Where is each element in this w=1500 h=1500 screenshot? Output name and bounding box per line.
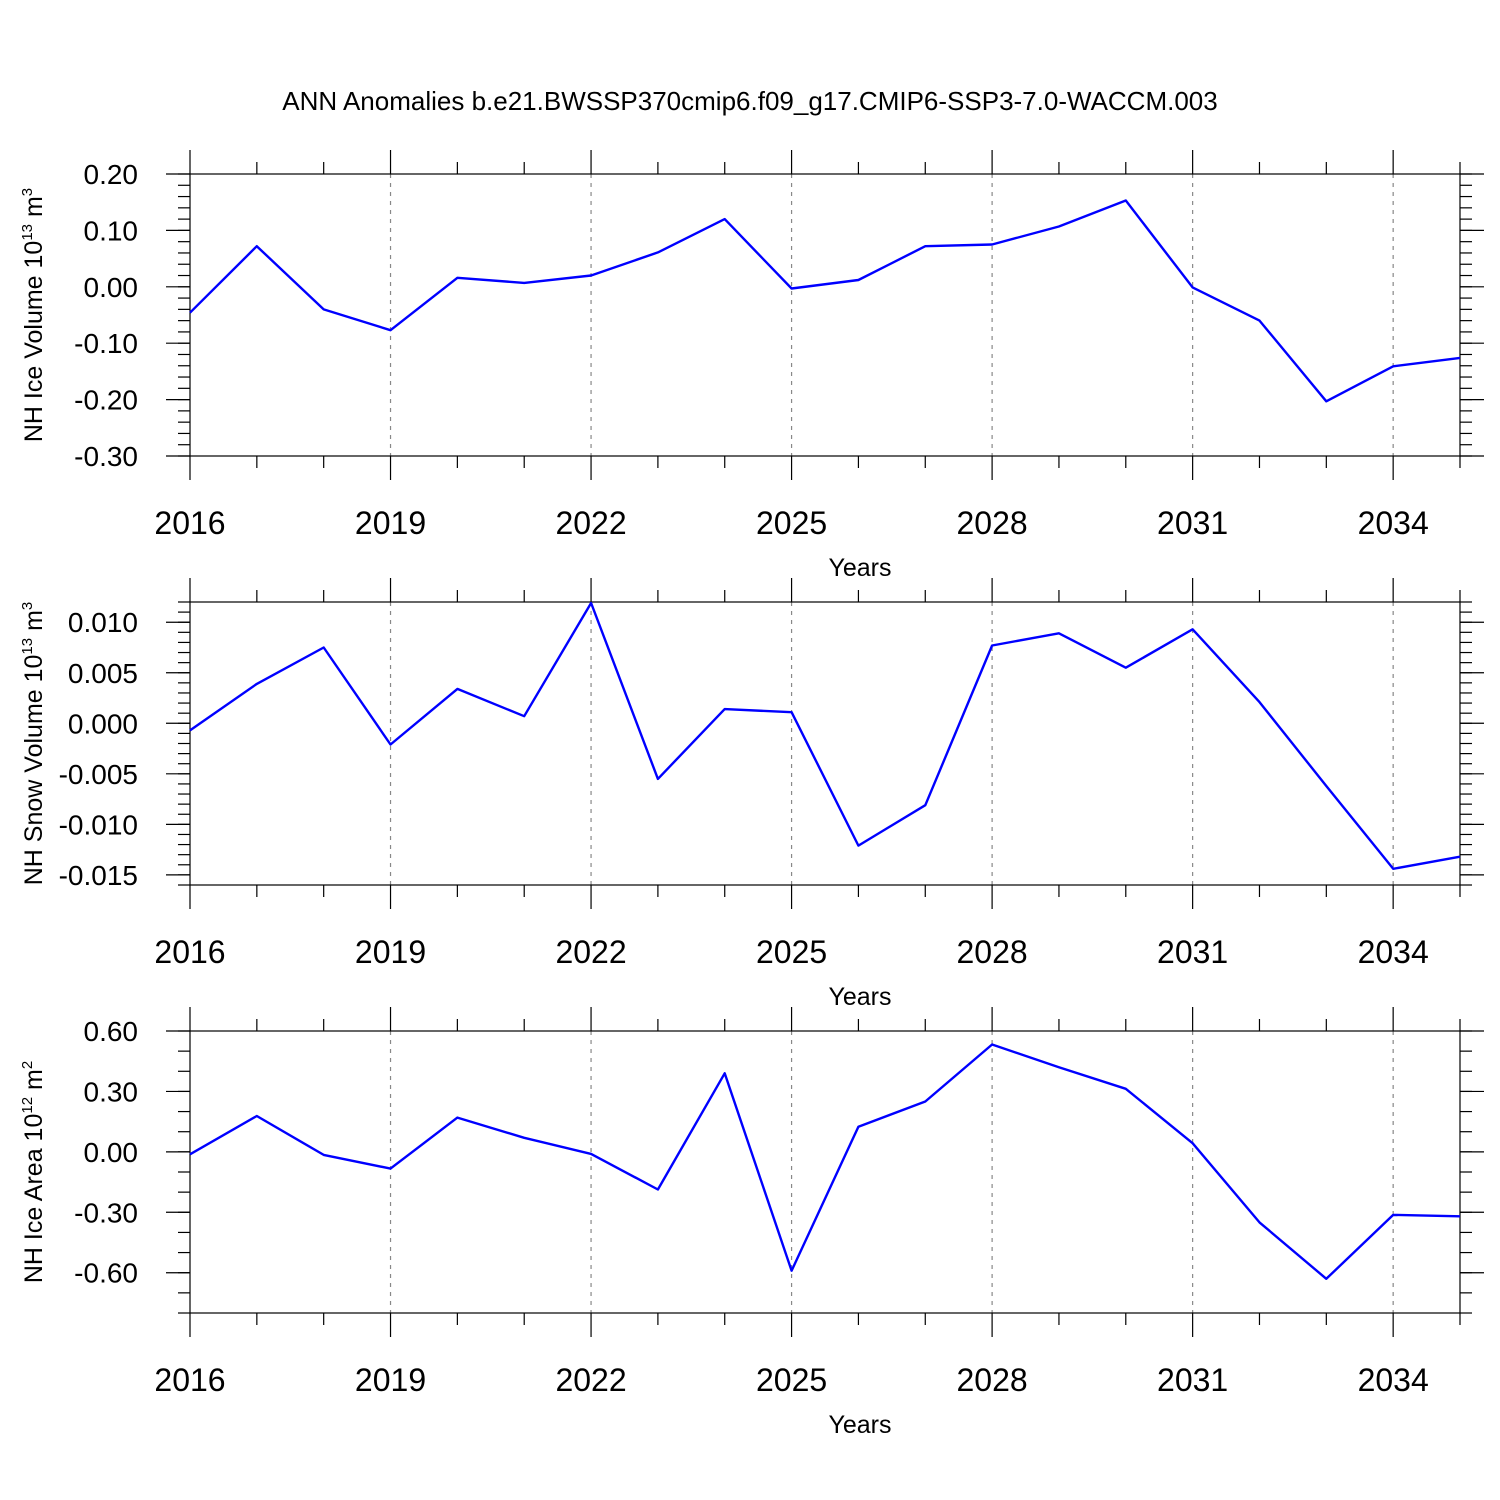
x-tick-label: 2016	[154, 934, 225, 970]
x-axis-label: Years	[828, 983, 891, 1011]
x-tick-label: 2016	[154, 505, 225, 541]
series-line	[189, 601, 1461, 870]
x-tick-label: 2031	[1157, 934, 1228, 970]
x-tick-label: 2034	[1358, 934, 1429, 970]
plot-frame	[189, 1030, 1461, 1314]
y-tick-label: 0.30	[84, 1076, 139, 1107]
x-tick-label: 2028	[957, 934, 1028, 970]
y-tick-label: 0.010	[68, 607, 138, 638]
y-tick-label: -0.10	[74, 328, 138, 359]
y-tick-label: -0.010	[59, 809, 138, 840]
y-tick-label: -0.20	[74, 385, 138, 416]
y-tick-label: 0.00	[84, 1137, 139, 1168]
y-tick-label: 0.00	[84, 272, 139, 303]
series-line	[189, 1043, 1461, 1281]
y-tick-label: -0.30	[74, 441, 138, 472]
y-tick-label: -0.015	[59, 860, 138, 891]
y-axis-label: NH Ice Volume 1013 m3	[19, 188, 48, 442]
x-tick-label: 2031	[1157, 505, 1228, 541]
y-tick-label: 0.10	[84, 215, 139, 246]
y-axis-label: NH Snow Volume 1013 m3	[19, 602, 48, 886]
figure-title: ANN Anomalies b.e21.BWSSP370cmip6.f09_g1…	[282, 86, 1217, 116]
y-tick-label: 0.20	[84, 159, 139, 190]
panel-2: 2016 2019 2022 2025 2028 2031 2034 Years -0.015 -…	[19, 578, 1484, 1011]
x-tick-label: 2025	[756, 505, 827, 541]
x-tick-label: 2028	[957, 1362, 1028, 1398]
x-tick-label: 2019	[355, 505, 426, 541]
x-axis-label: Years	[828, 554, 891, 582]
x-tick-label: 2028	[957, 505, 1028, 541]
x-tick-label: 2031	[1157, 1362, 1228, 1398]
x-axis-label: Years	[828, 1411, 891, 1439]
x-tick-label: 2019	[355, 934, 426, 970]
x-tick-label: 2025	[756, 1362, 827, 1398]
x-tick-label: 2034	[1358, 1362, 1429, 1398]
panel-1: 2016 2019 2022 2025 2028 2031 2034 Years -0.30 -0…	[19, 150, 1484, 582]
x-tick-label: 2019	[355, 1362, 426, 1398]
panel-3: 2016 2019 2022 2025 2028 2031 2034 Years -0.60 -0…	[19, 1007, 1484, 1439]
series-line	[189, 199, 1461, 403]
y-tick-label: 0.000	[68, 708, 138, 739]
plot-frame	[189, 601, 1461, 886]
x-tick-label: 2022	[555, 934, 626, 970]
x-tick-label: 2022	[555, 1362, 626, 1398]
y-tick-label: -0.005	[59, 759, 138, 790]
y-tick-label: -0.60	[74, 1258, 138, 1289]
x-tick-label: 2016	[154, 1362, 225, 1398]
y-tick-label: 0.60	[84, 1016, 139, 1047]
plot-frame	[189, 173, 1461, 457]
y-axis-label: NH Ice Area 1012 m2	[19, 1061, 48, 1283]
y-tick-label: -0.30	[74, 1197, 138, 1228]
x-tick-label: 2022	[555, 505, 626, 541]
x-tick-label: 2025	[756, 934, 827, 970]
panels: 2016 2019 2022 2025 2028 2031 2034 Years -0.30 -0…	[19, 150, 1484, 1439]
y-tick-label: 0.005	[68, 658, 138, 689]
x-tick-label: 2034	[1358, 505, 1429, 541]
